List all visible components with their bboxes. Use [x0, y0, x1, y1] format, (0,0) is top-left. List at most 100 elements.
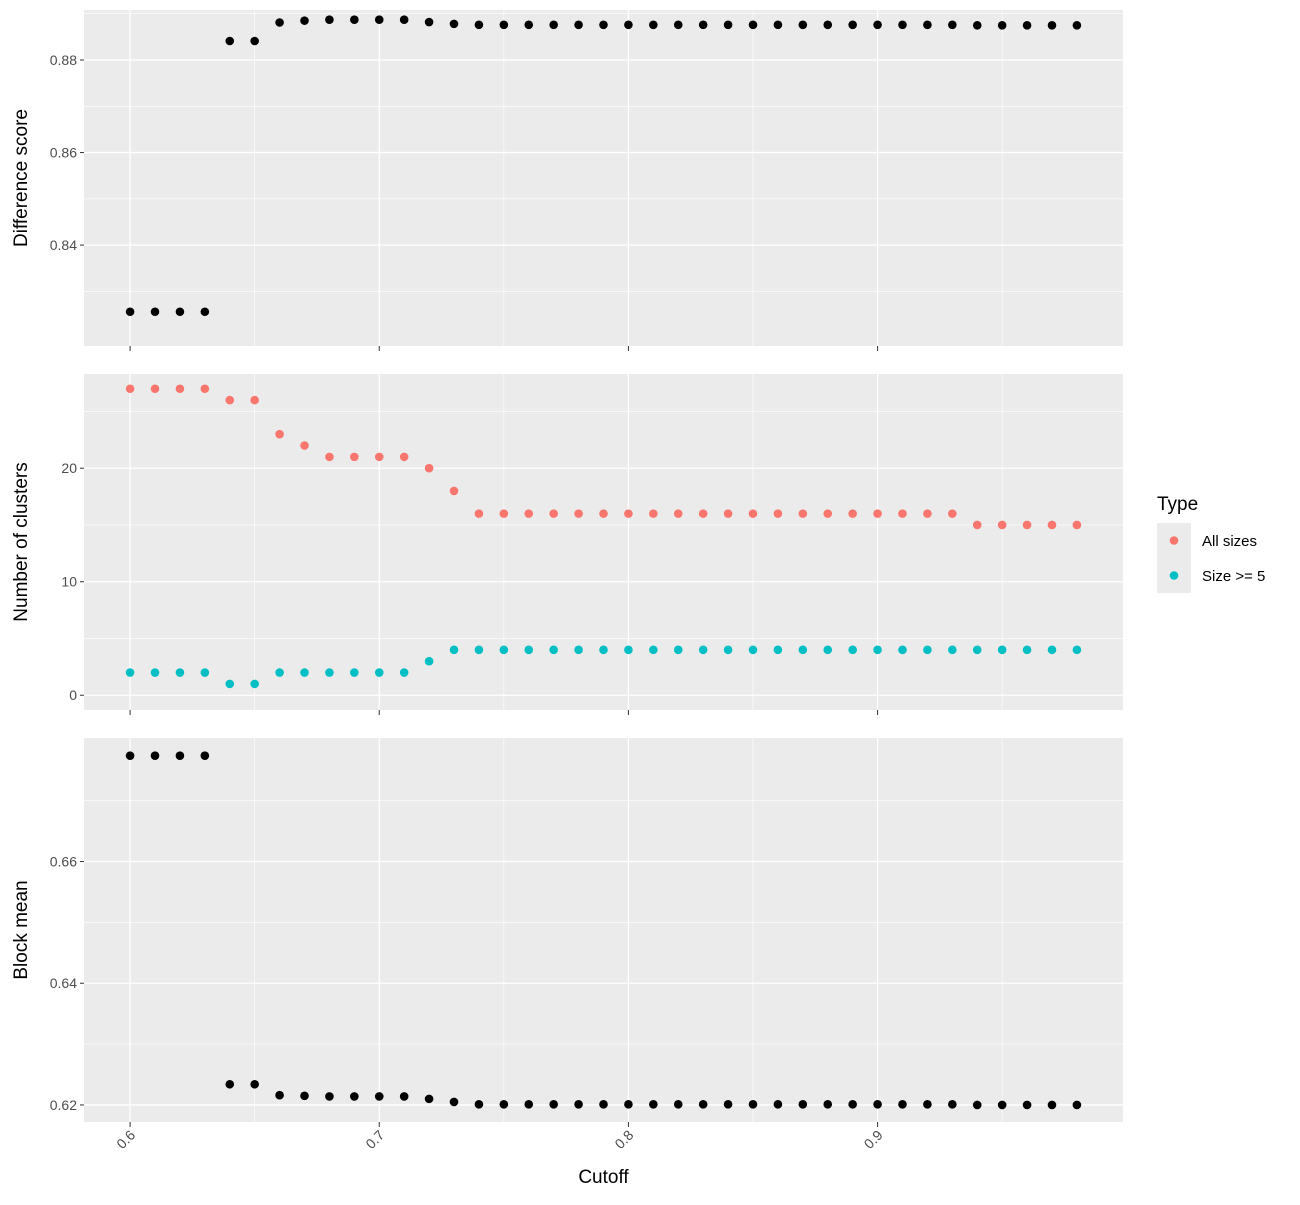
data-point [873, 1100, 882, 1109]
data-point [200, 668, 210, 677]
data-point [923, 645, 932, 655]
data-point [1022, 645, 1032, 655]
data-point [449, 1097, 459, 1107]
data-point [773, 20, 783, 30]
data-point [549, 1100, 558, 1109]
data-point [948, 20, 957, 30]
data-point [748, 1100, 758, 1109]
data-point [524, 20, 534, 30]
data-point [773, 645, 783, 655]
data-point [649, 20, 658, 30]
data-point [150, 751, 160, 760]
data-point [499, 20, 509, 30]
data-point [599, 645, 608, 655]
y-tick-label: 0.88 [50, 52, 77, 68]
data-point [923, 20, 932, 30]
legend-entry-label: Size >= 5 [1202, 568, 1265, 585]
y-tick-label: 0.64 [50, 975, 77, 991]
data-point [723, 1100, 733, 1109]
legend-key-point [1169, 571, 1179, 580]
data-point [649, 1100, 658, 1109]
data-point [624, 1100, 633, 1109]
data-point [549, 509, 558, 518]
data-point [325, 452, 334, 462]
data-point [275, 1090, 284, 1100]
data-point [275, 429, 284, 439]
data-point [1072, 1100, 1082, 1110]
data-point [449, 645, 459, 655]
y-tick-label: 20 [61, 460, 77, 476]
data-point [898, 509, 907, 518]
y-tick-label: 10 [61, 574, 77, 590]
data-point [499, 1100, 509, 1109]
data-point [1072, 645, 1082, 655]
data-point [698, 20, 708, 30]
x-tick-label: 0.7 [362, 1127, 387, 1152]
data-point [250, 679, 259, 689]
x-tick-label: 0.8 [611, 1127, 636, 1152]
data-point [275, 18, 284, 27]
data-point [474, 1100, 484, 1109]
data-point [1022, 520, 1032, 530]
data-point [225, 395, 235, 405]
data-point [599, 1100, 608, 1109]
data-point [798, 645, 808, 655]
data-point [225, 679, 235, 689]
data-point [1047, 20, 1057, 30]
data-point [599, 509, 608, 518]
data-point [1047, 645, 1057, 655]
y-tick-label: 0.86 [50, 145, 77, 161]
data-point [549, 20, 558, 30]
data-point [399, 452, 409, 462]
data-point [798, 509, 808, 518]
data-point [1047, 520, 1057, 530]
data-point [225, 1079, 235, 1089]
data-point [848, 645, 857, 655]
data-point [225, 36, 235, 46]
data-point [773, 1100, 783, 1109]
data-point [374, 15, 384, 25]
data-point [150, 384, 160, 394]
data-point [424, 17, 434, 27]
data-point [673, 509, 683, 518]
data-point [374, 1092, 384, 1101]
data-point [997, 520, 1007, 530]
data-point [325, 668, 334, 677]
data-point [748, 509, 758, 518]
data-point [325, 1092, 334, 1101]
data-point [399, 668, 409, 677]
data-point [673, 1100, 683, 1109]
data-point [798, 1100, 808, 1109]
data-point [125, 307, 135, 317]
data-point [1022, 1100, 1032, 1110]
data-point [200, 384, 210, 394]
x-axis-title: Cutoff [578, 1167, 629, 1188]
legend-key-point [1169, 536, 1179, 545]
data-point [474, 645, 484, 655]
data-point [723, 20, 733, 30]
data-point [1022, 20, 1032, 30]
data-point [972, 645, 982, 655]
data-point [150, 307, 160, 317]
data-point [125, 668, 135, 677]
data-point [175, 751, 185, 760]
data-point [449, 19, 459, 29]
data-point [898, 20, 907, 30]
data-point [474, 20, 484, 30]
data-point [250, 36, 259, 46]
data-point [624, 645, 633, 655]
data-point [350, 1092, 359, 1101]
data-point [374, 452, 384, 462]
data-point [624, 20, 633, 30]
data-point [524, 645, 534, 655]
y-tick-label: 0.66 [50, 854, 77, 870]
data-point [898, 645, 907, 655]
y-axis-title: Block mean [11, 880, 32, 979]
data-point [823, 1100, 833, 1109]
data-point [524, 1100, 534, 1109]
data-point [399, 1092, 409, 1101]
data-point [773, 509, 783, 518]
data-point [673, 645, 683, 655]
data-point [972, 520, 982, 530]
